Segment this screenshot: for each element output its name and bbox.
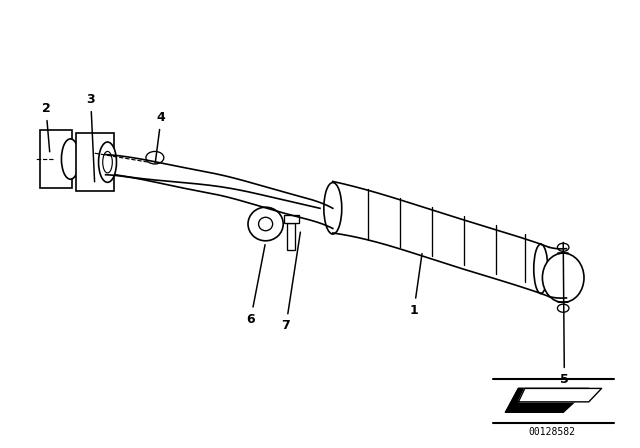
Text: 4: 4 xyxy=(156,111,166,163)
Text: 5: 5 xyxy=(560,242,569,386)
Text: 1: 1 xyxy=(410,254,422,317)
Text: 2: 2 xyxy=(42,102,51,152)
FancyBboxPatch shape xyxy=(40,130,72,188)
Ellipse shape xyxy=(557,304,569,312)
Polygon shape xyxy=(518,388,602,402)
FancyBboxPatch shape xyxy=(287,223,295,250)
Polygon shape xyxy=(506,388,589,412)
Ellipse shape xyxy=(61,139,79,179)
Ellipse shape xyxy=(103,151,113,173)
Ellipse shape xyxy=(557,243,569,251)
FancyBboxPatch shape xyxy=(284,215,299,223)
Text: 00128582: 00128582 xyxy=(529,427,576,437)
Text: 3: 3 xyxy=(86,93,95,182)
FancyBboxPatch shape xyxy=(76,133,114,191)
Circle shape xyxy=(146,151,164,164)
Text: 7: 7 xyxy=(282,232,300,332)
Ellipse shape xyxy=(99,142,116,182)
Ellipse shape xyxy=(248,207,283,241)
Text: 6: 6 xyxy=(246,245,265,326)
Ellipse shape xyxy=(543,253,584,302)
